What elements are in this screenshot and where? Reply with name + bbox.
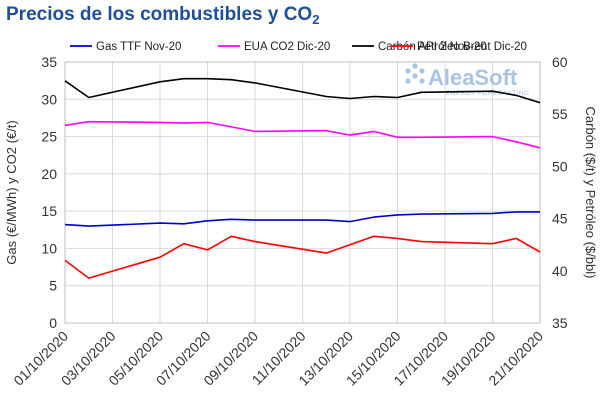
series-line-carb-n-api-2-nov-20 <box>64 77 541 104</box>
y-tick-label-right: 40 <box>552 263 568 279</box>
watermark-dot <box>419 78 425 84</box>
y-tick-label-left: 35 <box>41 54 57 70</box>
y-axis-title-right: Carbón ($/t) y Petróleo ($/bbl) <box>583 107 598 279</box>
y-tick-label-left: 0 <box>49 315 57 331</box>
legend-label: Gas TTF Nov-20 <box>96 41 181 53</box>
y-tick-label-right: 60 <box>552 54 568 70</box>
watermark-dot <box>405 68 411 74</box>
y-tick-label-right: 45 <box>552 211 568 227</box>
y-tick-label-left: 20 <box>41 166 57 182</box>
series-line-petr-leo-brent-dic-20 <box>64 235 541 279</box>
y-tick-label-left: 25 <box>41 129 57 145</box>
y-tick-label-left: 15 <box>41 203 57 219</box>
series-line-gas-ttf-nov-20 <box>64 211 540 227</box>
plot-area-border <box>64 61 541 324</box>
legend-label: Carbón API 2 Nov-20 <box>378 41 487 53</box>
watermark-dot <box>419 68 425 74</box>
watermark-name: AleaSoft <box>428 65 518 90</box>
watermark-logo <box>405 63 425 84</box>
chart-title-subscript: 2 <box>312 12 320 27</box>
legend-label: EUA CO2 Dic-20 <box>244 41 330 53</box>
watermark-dot <box>412 73 418 79</box>
y-tick-label-right: 55 <box>552 106 568 122</box>
y-axis-title-left: Gas (€/MWh) y CO2 (€/t) <box>4 120 19 264</box>
legend-label: Petróleo Brent Dic-20 <box>417 41 527 53</box>
y-tick-label-left: 10 <box>41 240 57 256</box>
watermark-tagline: ENERGY FORECASTING <box>446 90 529 97</box>
y-tick-label-left: 30 <box>41 91 57 107</box>
series-line-eua-co2-dic-20 <box>64 120 541 149</box>
watermark-dot <box>405 78 411 84</box>
y-tick-label-right: 50 <box>552 158 568 174</box>
watermark-dot <box>412 63 418 69</box>
y-tick-label-left: 5 <box>49 278 57 294</box>
y-tick-label-right: 35 <box>552 315 568 331</box>
chart-title-main: Precios de los combustibles y CO <box>6 4 313 25</box>
chart-title: Precios de los combustibles y CO2 <box>6 4 319 27</box>
